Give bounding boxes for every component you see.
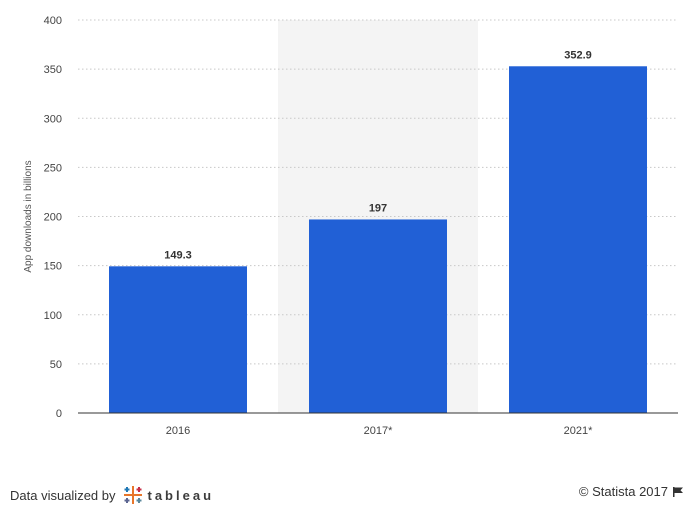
bars <box>109 66 647 413</box>
credit-label: Data visualized by <box>10 487 116 503</box>
tableau-logo-icon[interactable] <box>122 484 144 506</box>
y-axis-ticks: 0 50 100 150 200 250 300 350 400 <box>44 15 62 420</box>
y-tick-label: 200 <box>44 212 62 224</box>
x-tick-label: 2021* <box>564 425 593 437</box>
bar[interactable] <box>109 266 247 413</box>
credit: Data visualized by tableau <box>10 484 214 506</box>
bar[interactable] <box>309 219 447 413</box>
copyright: © Statista 2017 <box>579 484 684 499</box>
y-tick-label: 300 <box>44 113 62 125</box>
data-label: 197 <box>369 202 387 214</box>
x-axis-ticks: 2016 2017* 2021* <box>166 425 593 437</box>
bar[interactable] <box>509 66 647 413</box>
y-axis-label: App downloads in billions <box>23 160 34 272</box>
y-tick-label: 400 <box>44 15 62 27</box>
y-tick-label: 0 <box>56 408 62 420</box>
bar-chart: 0 50 100 150 200 250 300 350 400 149.3 197 352.9 2… <box>23 15 678 437</box>
y-tick-label: 100 <box>44 310 62 322</box>
x-tick-label: 2017* <box>364 425 393 437</box>
y-tick-label: 50 <box>50 359 62 371</box>
data-labels: 149.3 197 352.9 <box>164 49 592 261</box>
flag-icon[interactable] <box>672 486 684 498</box>
y-tick-label: 250 <box>44 162 62 174</box>
y-tick-label: 350 <box>44 64 62 76</box>
data-label: 149.3 <box>164 249 192 261</box>
data-label: 352.9 <box>564 49 592 61</box>
footer: Data visualized by tableau © Statista 20… <box>0 478 692 508</box>
tableau-wordmark[interactable]: tableau <box>147 487 215 503</box>
x-tick-label: 2016 <box>166 425 190 437</box>
copyright-text[interactable]: © Statista 2017 <box>578 484 668 499</box>
y-tick-label: 150 <box>44 261 62 273</box>
